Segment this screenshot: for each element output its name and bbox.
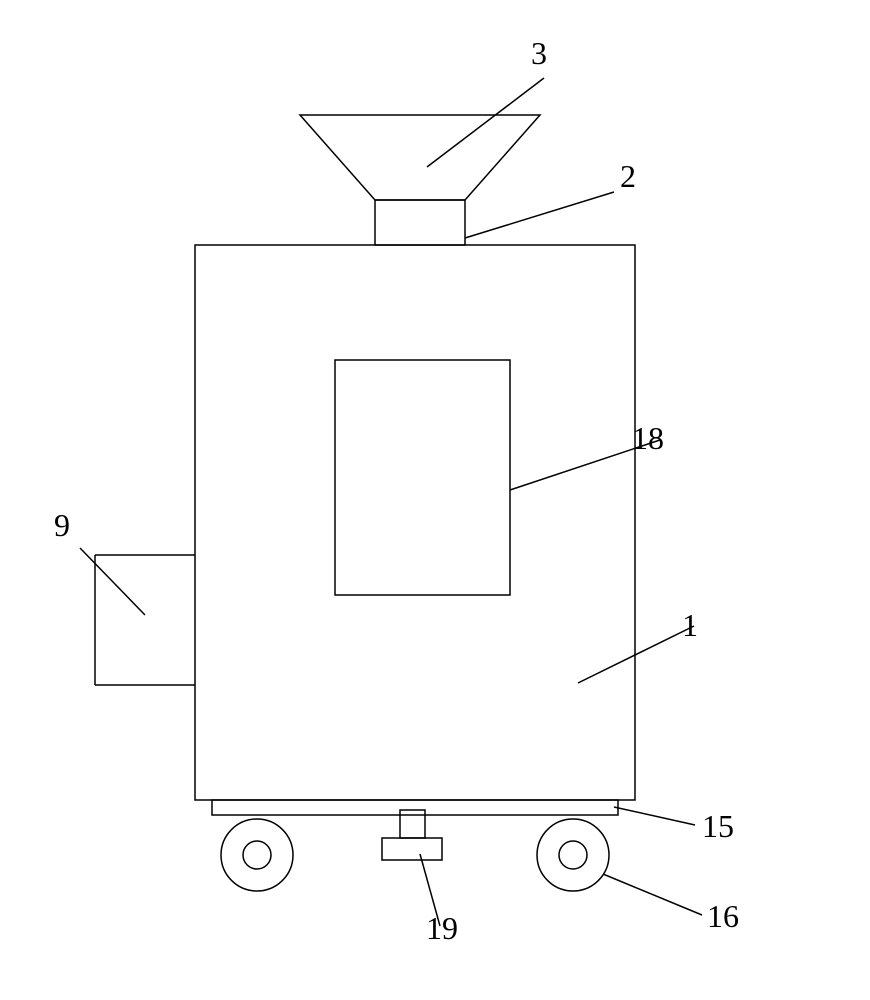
callout-label-2: 2 <box>620 158 636 195</box>
callout-label-16: 16 <box>707 898 739 935</box>
callout-label-9: 9 <box>54 507 70 544</box>
callout-label-1: 1 <box>682 607 698 644</box>
callout-label-3: 3 <box>531 35 547 72</box>
diagram-svg <box>0 0 870 1000</box>
callout-label-15: 15 <box>702 808 734 845</box>
callout-label-18: 18 <box>632 420 664 457</box>
callout-label-19: 19 <box>426 910 458 947</box>
